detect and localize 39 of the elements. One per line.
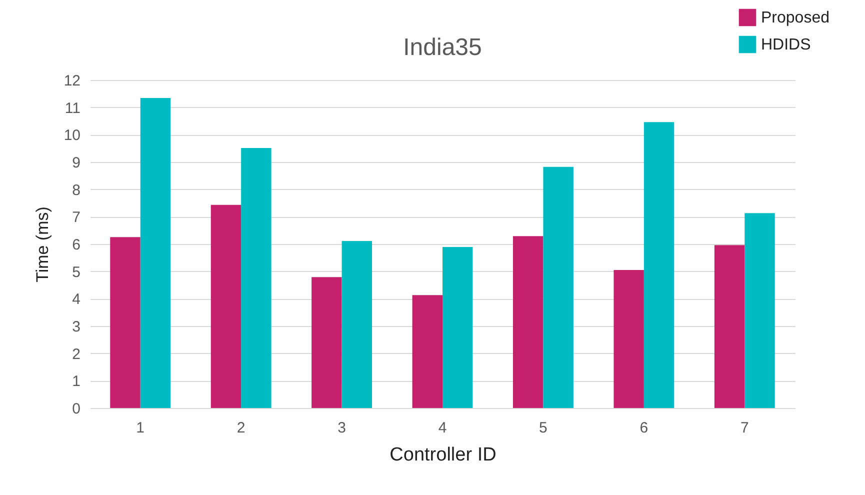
y-tick-label: 10 bbox=[64, 127, 80, 144]
bar bbox=[312, 277, 342, 408]
y-tick-label: 0 bbox=[72, 400, 80, 418]
x-tick-label: 1 bbox=[136, 420, 145, 436]
bar bbox=[644, 122, 674, 408]
y-tick-label: 2 bbox=[72, 346, 80, 363]
bar bbox=[140, 98, 171, 408]
y-tick-label: 1 bbox=[72, 373, 80, 390]
y-tick-label: 3 bbox=[72, 318, 80, 336]
bar bbox=[543, 166, 574, 408]
y-tick-label: 9 bbox=[72, 154, 80, 172]
bar bbox=[442, 247, 473, 408]
bar bbox=[513, 236, 544, 408]
x-tick-label: 4 bbox=[438, 420, 447, 436]
bar bbox=[241, 148, 272, 408]
bar bbox=[614, 270, 644, 408]
bar bbox=[342, 240, 372, 408]
y-tick-label: 6 bbox=[72, 236, 80, 254]
y-tick-label: 7 bbox=[72, 209, 80, 226]
y-tick-label: 11 bbox=[64, 100, 80, 117]
x-tick-label: 6 bbox=[640, 420, 648, 436]
x-tick-label: 3 bbox=[338, 420, 346, 436]
y-tick-label: 12 bbox=[64, 72, 80, 90]
x-tick-label: 5 bbox=[539, 420, 548, 436]
bar bbox=[210, 204, 242, 408]
y-tick-label: 4 bbox=[72, 291, 80, 308]
bar bbox=[110, 237, 140, 408]
legend-label: Proposed bbox=[761, 10, 830, 26]
x-tick-label: 7 bbox=[740, 420, 749, 436]
bar bbox=[714, 245, 745, 408]
legend-label: HDIDS bbox=[761, 36, 811, 54]
y-tick-label: 8 bbox=[72, 182, 80, 199]
x-tick-label: 2 bbox=[236, 420, 246, 436]
y-axis-title: Time (ms) bbox=[32, 206, 52, 282]
chart-title: India35 bbox=[403, 34, 482, 61]
x-axis-title: Controller ID bbox=[390, 444, 496, 466]
bar bbox=[744, 213, 775, 408]
y-tick-label: 5 bbox=[72, 264, 80, 281]
bar bbox=[412, 295, 442, 408]
